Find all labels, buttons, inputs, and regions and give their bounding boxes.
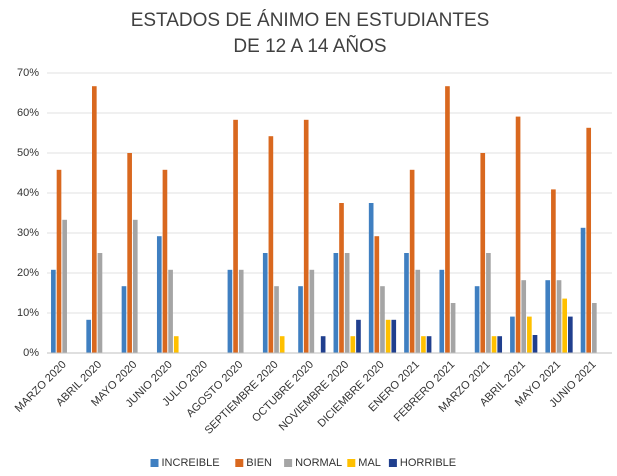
legend-label: HORRIBLE xyxy=(400,457,456,469)
bar xyxy=(320,336,326,353)
bar xyxy=(527,316,532,353)
bar xyxy=(51,269,56,353)
bar xyxy=(356,319,361,353)
bar xyxy=(491,336,497,353)
legend-swatch xyxy=(150,459,159,467)
bar xyxy=(474,286,480,353)
bar xyxy=(262,253,268,353)
bar xyxy=(368,203,374,353)
bar xyxy=(385,319,391,353)
bar xyxy=(580,227,586,353)
bar xyxy=(274,286,279,353)
bar xyxy=(532,335,538,353)
legend-swatch xyxy=(347,459,356,467)
bar xyxy=(480,153,486,353)
bar xyxy=(421,336,426,353)
legend-swatch xyxy=(388,459,397,467)
bar xyxy=(173,336,179,353)
x-tick-label: OCTUBRE 2020 xyxy=(250,359,316,425)
bar xyxy=(350,336,356,353)
bar xyxy=(268,136,274,353)
bar xyxy=(510,316,515,353)
bar xyxy=(445,86,450,353)
bar xyxy=(227,269,233,353)
y-tick-label: 70% xyxy=(17,67,39,79)
bar xyxy=(162,169,168,353)
bar xyxy=(391,319,397,353)
bar xyxy=(486,253,491,353)
y-tick-label: 0% xyxy=(23,347,39,359)
x-tick-label: FEBRERO 2021 xyxy=(392,359,458,425)
bar xyxy=(62,219,67,353)
bar xyxy=(404,253,409,353)
chart-title: ESTADOS DE ÁNIMO EN ESTUDIANTES DE 12 A … xyxy=(130,10,490,57)
bar xyxy=(298,286,303,353)
bar xyxy=(339,203,344,353)
bar xyxy=(97,253,103,353)
bar xyxy=(374,236,380,353)
bar xyxy=(586,127,592,353)
bar xyxy=(545,280,551,353)
bar xyxy=(426,336,432,353)
bar xyxy=(238,269,244,353)
bar xyxy=(309,269,315,353)
bar xyxy=(415,269,421,353)
bar xyxy=(439,269,445,353)
bar xyxy=(132,219,138,353)
bar xyxy=(515,116,521,353)
bar xyxy=(303,119,309,353)
bar xyxy=(344,253,350,353)
bar xyxy=(156,236,162,353)
bar xyxy=(127,153,132,353)
y-tick-label: 10% xyxy=(17,307,39,319)
y-tick-label: 20% xyxy=(17,267,39,279)
bar xyxy=(168,269,173,353)
bar xyxy=(450,303,456,353)
bar xyxy=(91,86,97,353)
bar xyxy=(279,336,285,353)
bar xyxy=(592,303,597,353)
legend-label: MAL xyxy=(358,457,381,469)
bar xyxy=(551,189,556,353)
y-tick-label: 40% xyxy=(17,187,39,199)
bar xyxy=(56,169,62,353)
x-tick-label: DICIEMBRE 2020 xyxy=(315,359,386,430)
legend-swatch xyxy=(284,459,293,467)
bar xyxy=(562,298,568,353)
legend-swatch xyxy=(235,459,244,467)
legend-label: BIEN xyxy=(246,457,272,469)
y-tick-label: 30% xyxy=(17,227,39,239)
legend-label: NORMAL xyxy=(295,457,342,469)
bar xyxy=(86,319,91,353)
bar xyxy=(380,286,385,353)
y-tick-label: 60% xyxy=(17,107,39,119)
bar xyxy=(556,280,562,353)
bar xyxy=(497,336,503,353)
bar xyxy=(409,169,415,353)
bar xyxy=(333,253,339,353)
bar xyxy=(521,280,527,353)
bar xyxy=(121,286,127,353)
bar xyxy=(233,119,238,353)
legend-label: INCREIBLE xyxy=(162,457,220,469)
bar xyxy=(568,316,573,353)
y-tick-label: 50% xyxy=(17,147,39,159)
